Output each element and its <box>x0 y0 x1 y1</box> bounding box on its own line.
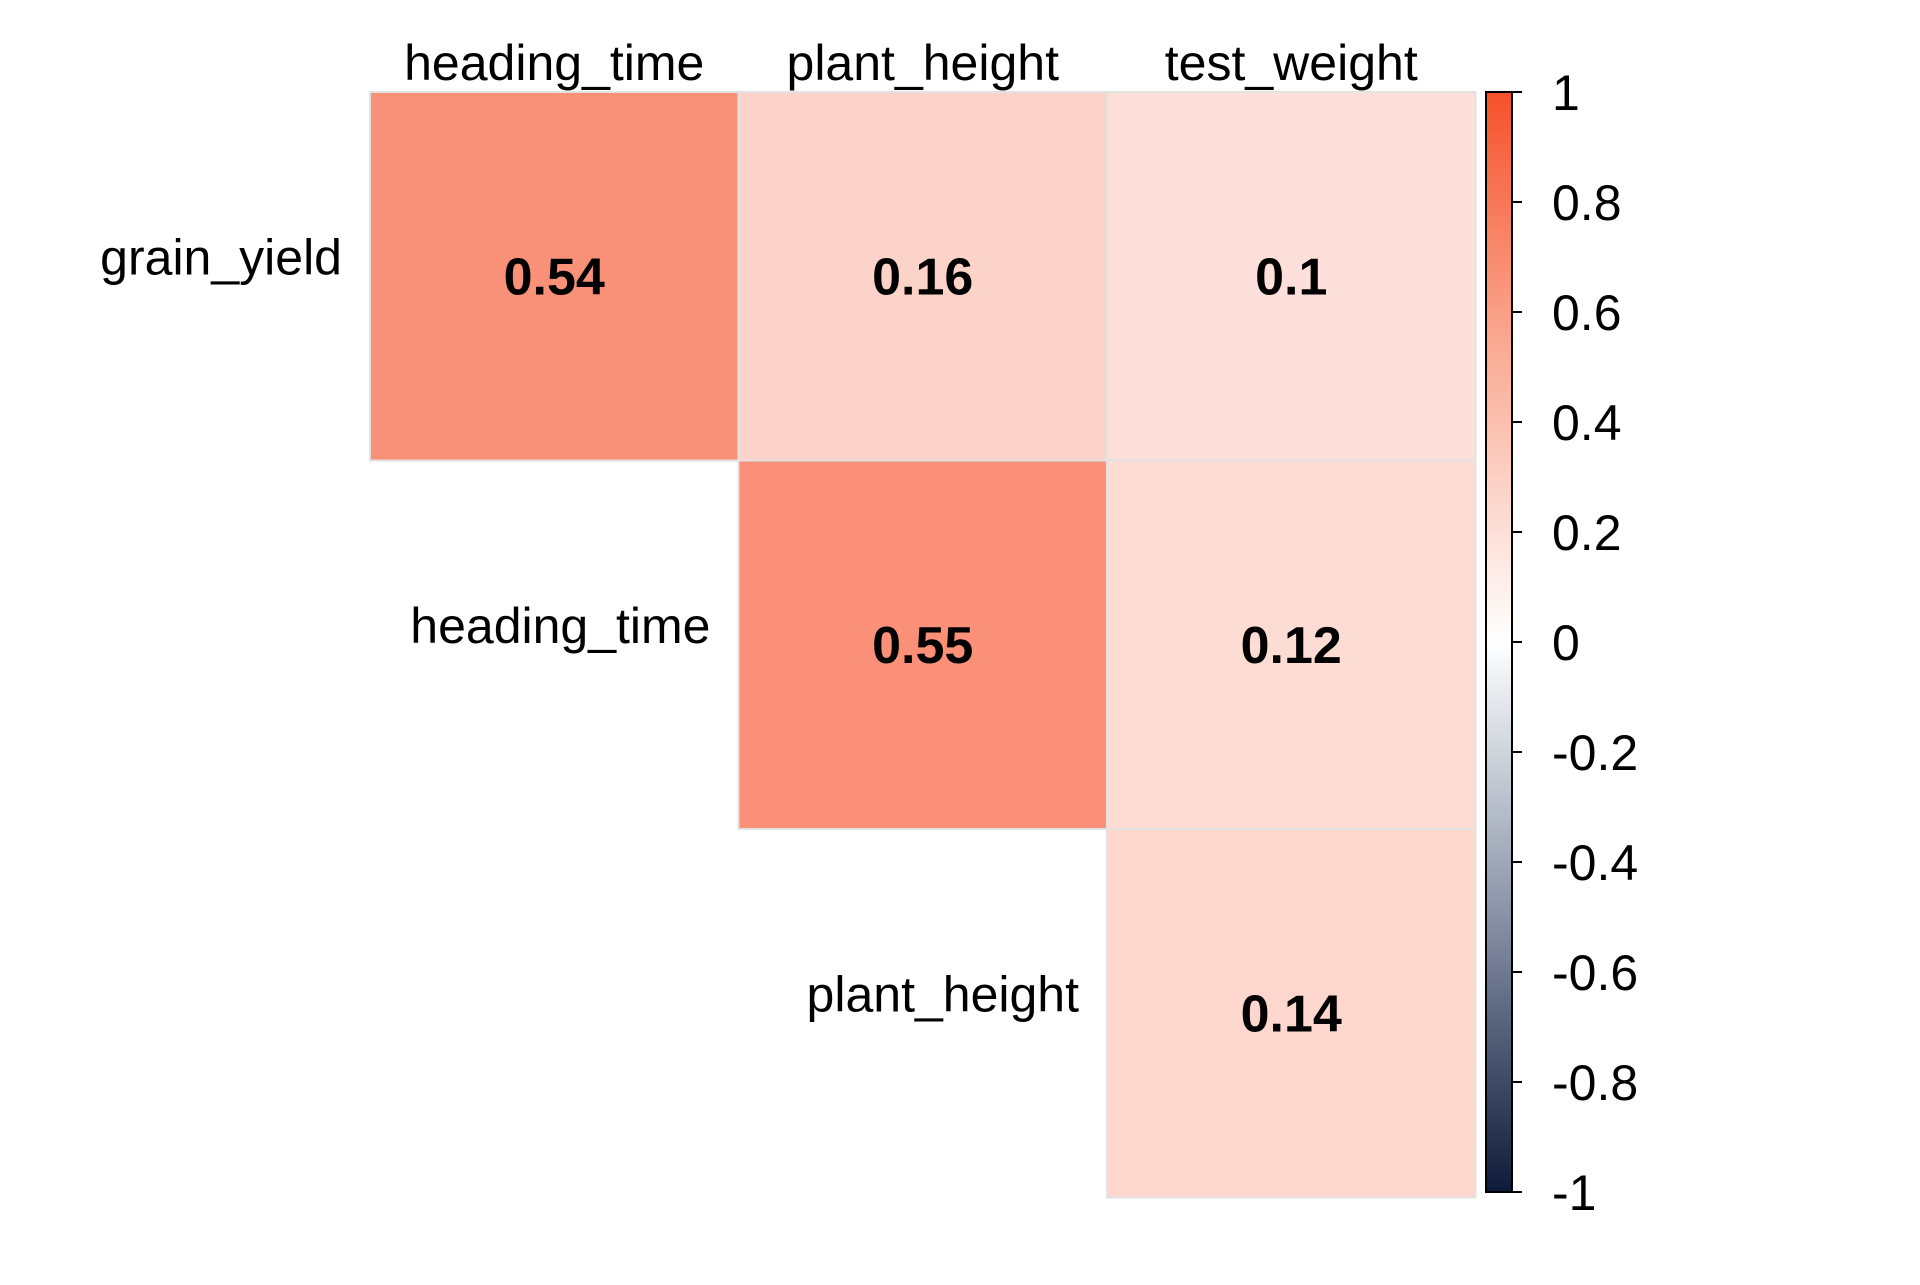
heatmap-cell-plant_height-test_weight <box>1106 828 1477 1199</box>
colorbar-tick-label: 1 <box>1552 65 1580 121</box>
row-label: grain_yield <box>100 229 342 285</box>
cell-value-label: 0.12 <box>1241 617 1342 675</box>
cells-layer <box>369 91 1477 1199</box>
colorbar-tick-label: 0.8 <box>1552 175 1622 231</box>
colorbar-tick-label: 0.4 <box>1552 395 1622 451</box>
column-label: plant_height <box>787 35 1060 91</box>
cell-value-label: 0.1 <box>1255 248 1327 306</box>
colorbar <box>1485 91 1513 1193</box>
colorbar-tick-label: -1 <box>1552 1165 1596 1221</box>
heatmap-cell-heading_time-plant_height <box>737 459 1108 830</box>
colorbar-tick-label: 0 <box>1552 615 1580 671</box>
colorbar-tick-label: 0.2 <box>1552 505 1622 561</box>
color-legend: 1 0.8 0.6 0.4 0.2 0 -0.2 -0.4 -0.6 -0.8 -1 <box>1485 65 1638 1221</box>
colorbar-tick-label: -0.2 <box>1552 725 1638 781</box>
cell-value-label: 0.55 <box>872 617 973 675</box>
colorbar-tick-label: 0.6 <box>1552 285 1622 341</box>
cell-value-label: 0.54 <box>504 248 605 306</box>
column-label: heading_time <box>404 35 704 91</box>
heatmap-cell-grain_yield-test_weight <box>1106 91 1477 462</box>
colorbar-tick-label: -0.4 <box>1552 835 1638 891</box>
row-label: plant_height <box>807 966 1080 1022</box>
heatmap-cell-grain_yield-heading_time <box>369 91 740 462</box>
colorbar-tick-label: -0.6 <box>1552 945 1638 1001</box>
cell-value-label: 0.14 <box>1241 985 1342 1043</box>
heatmap-cell-heading_time-test_weight <box>1106 459 1477 830</box>
cell-value-label: 0.16 <box>872 248 973 306</box>
heatmap-cell-grain_yield-plant_height <box>737 91 1108 462</box>
column-label: test_weight <box>1165 35 1418 91</box>
colorbar-tick-label: -0.8 <box>1552 1055 1638 1111</box>
row-label: heading_time <box>410 598 710 654</box>
